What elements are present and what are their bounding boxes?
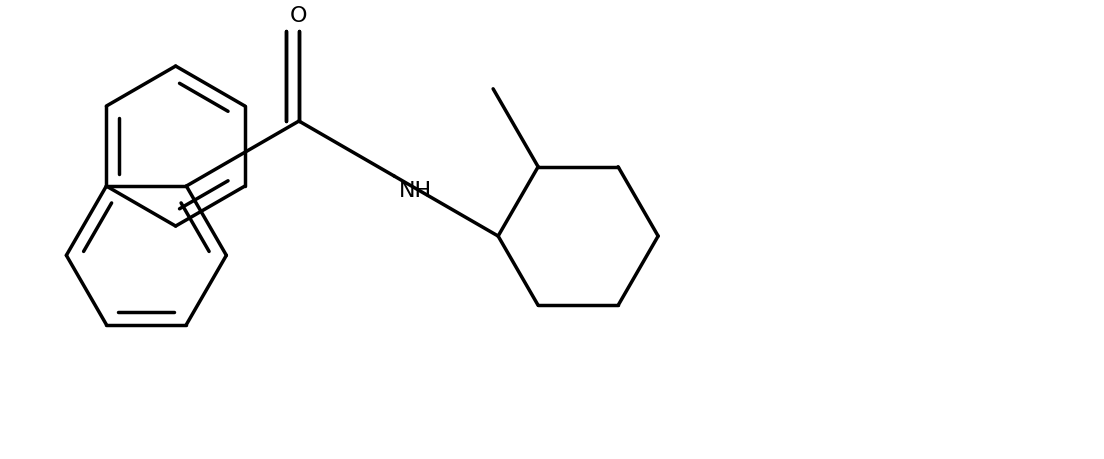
Text: NH: NH (400, 181, 433, 201)
Text: O: O (290, 6, 308, 26)
